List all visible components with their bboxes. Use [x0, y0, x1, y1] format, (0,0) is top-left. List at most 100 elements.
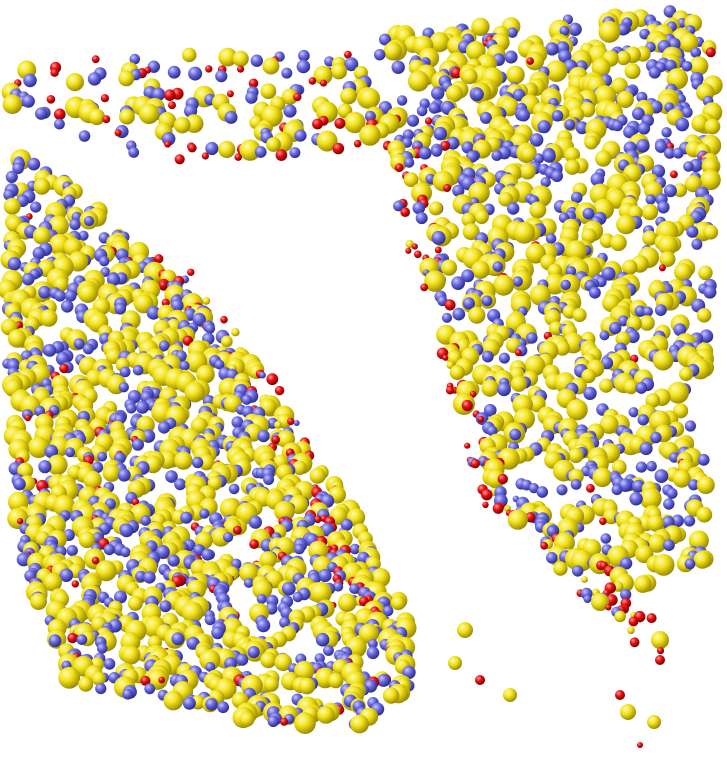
red-atom	[605, 604, 612, 611]
blue-atom	[509, 428, 522, 441]
blue-atom	[83, 215, 95, 227]
blue-atom	[3, 189, 15, 201]
blue-atom	[120, 547, 131, 558]
blue-atom	[637, 122, 651, 135]
yellow-atom	[219, 498, 241, 519]
yellow-atom	[383, 41, 403, 61]
yellow-atom	[403, 172, 419, 188]
yellow-atom	[503, 688, 517, 702]
yellow-atom	[688, 530, 709, 551]
blue-atom	[99, 256, 110, 267]
red-atom	[470, 458, 481, 469]
blue-atom	[377, 673, 391, 687]
blue-atom	[472, 88, 484, 101]
blue-atom	[673, 323, 687, 337]
red-atom	[442, 354, 449, 361]
blue-atom	[611, 484, 623, 496]
blue-atom	[551, 110, 564, 122]
yellow-atom	[659, 251, 676, 267]
yellow-atom	[211, 527, 231, 547]
red-atom	[477, 415, 485, 423]
yellow-atom	[572, 307, 587, 323]
red-atom	[274, 385, 285, 396]
yellow-atom	[78, 676, 94, 692]
blue-atom	[167, 65, 181, 79]
yellow-atom	[220, 335, 233, 348]
red-atom	[100, 94, 109, 103]
blue-atom	[95, 683, 107, 695]
blue-atom	[167, 554, 180, 567]
blue-atom	[637, 414, 649, 426]
red-atom	[400, 207, 411, 217]
blue-atom	[663, 184, 677, 198]
blue-atom	[568, 22, 582, 36]
red-atom	[344, 50, 352, 59]
blue-atom	[582, 207, 595, 220]
red-atom	[248, 78, 259, 89]
yellow-atom	[568, 447, 584, 464]
blue-atom	[201, 548, 214, 561]
blue-atom	[96, 643, 108, 654]
blue-atom	[76, 634, 88, 645]
yellow-atom	[32, 226, 51, 245]
yellow-atom	[445, 84, 463, 102]
yellow-atom	[30, 593, 47, 610]
yellow-atom	[639, 487, 662, 510]
red-atom	[140, 675, 151, 686]
blue-atom	[558, 49, 572, 63]
blue-atom	[646, 460, 657, 472]
yellow-atom	[599, 378, 614, 393]
blue-atom	[318, 568, 332, 583]
blue-atom	[498, 352, 510, 364]
blue-atom	[54, 118, 65, 130]
red-atom	[287, 417, 295, 426]
yellow-atom	[592, 467, 613, 488]
blue-atom	[73, 338, 85, 350]
yellow-atom	[239, 563, 259, 583]
yellow-atom	[520, 146, 537, 162]
yellow-atom	[3, 197, 21, 215]
yellow-atom	[91, 671, 106, 686]
blue-atom	[537, 120, 551, 134]
red-atom	[91, 55, 100, 64]
yellow-atom	[199, 649, 221, 671]
yellow-atom	[481, 379, 499, 397]
yellow-atom	[138, 103, 160, 124]
blue-atom	[412, 201, 426, 215]
yellow-atom	[316, 130, 338, 152]
yellow-atom	[281, 88, 298, 105]
yellow-atom	[468, 306, 486, 324]
blue-atom	[441, 312, 453, 323]
yellow-atom	[615, 331, 631, 347]
blue-atom	[540, 177, 551, 188]
blue-atom	[663, 498, 675, 510]
red-atom	[586, 483, 595, 493]
red-atom	[249, 539, 259, 549]
red-atom	[464, 442, 471, 449]
blue-atom	[639, 441, 653, 456]
yellow-atom	[102, 464, 121, 482]
blue-atom	[179, 360, 190, 371]
yellow-atom	[564, 159, 580, 175]
red-atom	[59, 363, 69, 374]
red-atom	[497, 473, 508, 485]
yellow-atom	[704, 118, 721, 135]
red-atom	[17, 518, 24, 525]
blue-atom	[5, 170, 18, 183]
blue-atom	[507, 27, 518, 38]
blue-atom	[27, 157, 41, 171]
yellow-atom	[358, 623, 379, 644]
blue-atom	[628, 407, 639, 418]
blue-atom	[283, 104, 297, 118]
blue-atom	[382, 605, 394, 617]
blue-atom	[205, 141, 219, 156]
yellow-atom	[564, 147, 580, 163]
blue-atom	[78, 230, 89, 241]
yellow-atom	[622, 259, 638, 275]
yellow-atom	[703, 224, 719, 240]
yellow-atom	[317, 706, 335, 724]
blue-atom	[59, 568, 74, 582]
yellow-atom	[529, 201, 547, 219]
yellow-atom	[667, 381, 689, 404]
blue-atom	[609, 322, 622, 335]
